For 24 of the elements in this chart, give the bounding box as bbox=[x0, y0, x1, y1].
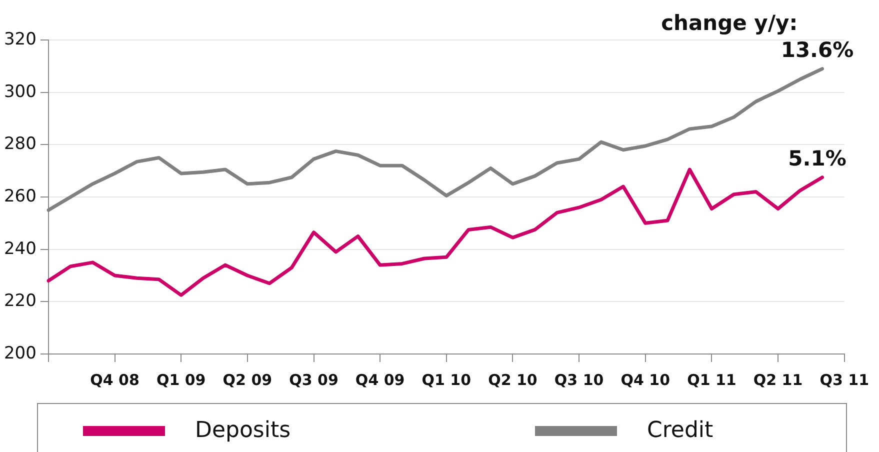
annotation: 5.1% bbox=[788, 146, 846, 170]
y-tick-label: 220 bbox=[4, 291, 36, 312]
x-tick-label: Q1 09 bbox=[156, 370, 206, 389]
legend-label: Credit bbox=[647, 418, 714, 443]
x-tick-label: Q2 09 bbox=[222, 370, 272, 389]
x-tick-label: Q3 11 bbox=[820, 370, 870, 389]
x-tick-label: Q3 09 bbox=[289, 370, 338, 389]
y-tick-label: 300 bbox=[4, 82, 36, 102]
x-tick-label: Q4 08 bbox=[90, 370, 140, 389]
x-tick-label: Q2 11 bbox=[753, 370, 803, 389]
y-tick-label: 200 bbox=[4, 343, 36, 364]
x-tick-label: Q4 10 bbox=[620, 370, 670, 389]
x-tick-label: Q1 10 bbox=[422, 370, 472, 389]
x-tick-label: Q2 10 bbox=[488, 370, 538, 389]
y-tick-label: 280 bbox=[4, 134, 36, 154]
legend-label: Deposits bbox=[195, 418, 291, 443]
x-tick-label: Q3 10 bbox=[554, 370, 604, 389]
annotation: 13.6% bbox=[780, 38, 854, 62]
y-tick-label: 260 bbox=[4, 186, 36, 206]
y-tick-label: 240 bbox=[4, 238, 36, 259]
x-tick-label: Q1 11 bbox=[687, 370, 736, 389]
y-tick-label: 320 bbox=[4, 29, 36, 50]
text: change y/y: bbox=[661, 11, 798, 35]
x-tick-label: Q4 09 bbox=[355, 370, 405, 389]
